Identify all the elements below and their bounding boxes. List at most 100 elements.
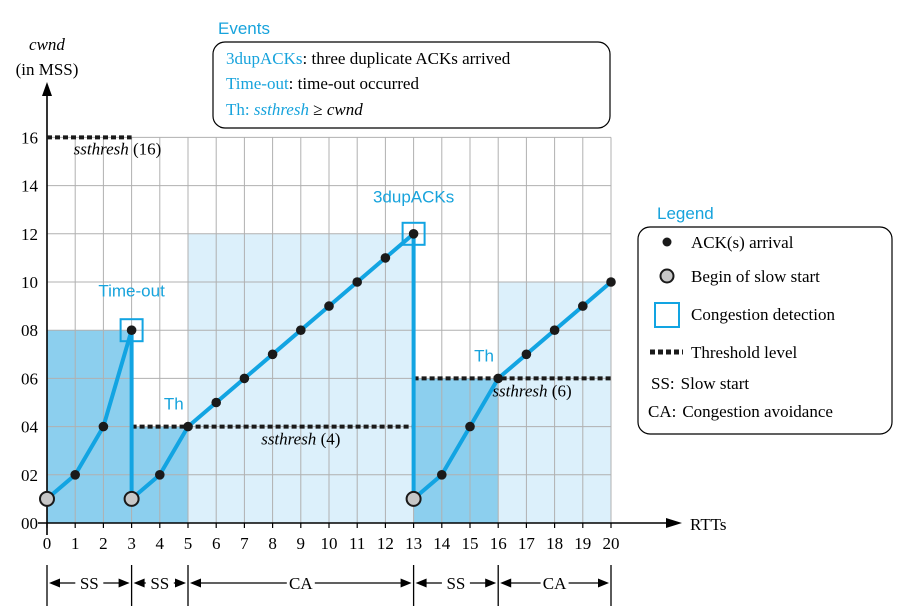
x-tick-label-11: 11: [349, 534, 365, 553]
y-tick-label-12: 12: [21, 225, 38, 244]
legend-label-ack: ACK(s) arrival: [691, 233, 794, 252]
x-axis-arrow: [666, 518, 682, 528]
phase-label-bg-1: [145, 571, 174, 591]
x-tick-label-6: 6: [212, 534, 221, 553]
ack-point-3: [183, 421, 193, 432]
cwnd-line-4: [411, 280, 613, 501]
events-item-th: Th: ssthresh ≥ cwnd: [226, 100, 363, 119]
annotation-6: Th: [474, 347, 494, 366]
phase-arrow-left-3: [415, 578, 427, 588]
annotation-0: ssthresh (16): [74, 139, 162, 158]
phase-arrow-right-4: [598, 578, 609, 588]
axes: [38, 82, 682, 535]
congestion-point-0: [126, 325, 137, 336]
events-text-timeout: : time-out occurred: [289, 74, 420, 93]
legend-key-ss: SS:: [651, 374, 675, 393]
ack-point-1: [98, 421, 109, 432]
phase-arrow-left-1: [133, 578, 145, 588]
y-tick-label-08: 08: [21, 321, 38, 340]
phase-arrow-right-0: [118, 578, 130, 588]
ack-point-2: [155, 470, 165, 480]
annotation-2: ssthresh (6): [492, 381, 571, 400]
x-tick-label-12: 12: [377, 534, 394, 553]
x-tick-label-1: 1: [71, 534, 80, 553]
events-title: Events: [218, 19, 270, 38]
x-tick-label-17: 17: [518, 534, 536, 553]
phase-label-bg-3: [441, 571, 470, 591]
x-tick-label-10: 10: [321, 534, 338, 553]
x-tick-label-18: 18: [546, 534, 563, 553]
ack-point-13: [493, 373, 504, 384]
slow-start-point-1: [123, 490, 140, 507]
congestion-marker-1: [401, 221, 426, 246]
ack-point-16: [578, 301, 588, 311]
markers: [39, 221, 616, 507]
threshold-lines: [47, 135, 611, 429]
x-tick-label-20: 20: [603, 534, 620, 553]
x-tick-label-2: 2: [99, 534, 108, 553]
ack-point-4: [211, 397, 221, 408]
y-tick-label-02: 02: [21, 466, 38, 485]
x-tick-label-3: 3: [127, 534, 136, 553]
phase-label-0: SS: [80, 574, 99, 593]
y-tick-label-00: 00: [21, 514, 38, 533]
x-tick-label-16: 16: [490, 534, 507, 553]
legend-label-slow-start: Begin of slow start: [691, 267, 820, 286]
ack-point-9: [352, 277, 363, 287]
ack-point-14: [521, 349, 532, 360]
ack-point-6: [267, 349, 278, 360]
annotations: ssthresh (16)ssthresh (4)ssthresh (6)Tim…: [74, 139, 572, 448]
y-tick-label-06: 06: [21, 369, 38, 388]
ack-point-10: [380, 253, 391, 263]
annotation-2-suffix: (6): [548, 381, 572, 400]
annotation-3: Time-out: [98, 281, 165, 300]
events-italic-cwnd: cwnd: [327, 100, 363, 119]
ack-point-11: [437, 470, 447, 480]
annotation-1-italic: ssthresh: [261, 430, 316, 449]
annotation-1: ssthresh (4): [261, 430, 340, 449]
legend-item-ss: SS: Slow start: [651, 374, 749, 393]
congestion-point-1: [408, 229, 419, 239]
x-tick-label-4: 4: [156, 534, 165, 553]
annotation-4: 3dupACKs: [373, 187, 454, 206]
annotation-0-suffix: (16): [129, 139, 162, 158]
x-tick-label-9: 9: [297, 534, 306, 553]
ack-point-12: [465, 421, 475, 432]
legend-label-ca: Congestion avoidance: [682, 402, 833, 421]
ack-point-7: [296, 325, 306, 336]
y-tick-label-10: 10: [21, 273, 38, 292]
phase-label-3: SS: [446, 574, 465, 593]
phase-brackets: SS SS CA SS CA: [46, 565, 612, 606]
legend-congestion-icon: [654, 302, 680, 328]
events-item-timeout: Time-out: time-out occurred: [226, 74, 419, 93]
x-tick-label-5: 5: [184, 534, 193, 553]
legend-box: Legend ACK(s) arrival Begin of slow star…: [637, 204, 893, 435]
legend-ack-dot-icon: [662, 237, 672, 247]
phase-arrow-right-1: [175, 578, 186, 588]
y-axis-label-line1: cwnd: [29, 35, 65, 54]
phase-arrow-left-2: [190, 578, 201, 588]
annotation-5: Th: [164, 395, 184, 414]
legend-label-threshold: Threshold level: [691, 343, 797, 362]
events-item-3dupacks: 3dupACKs: three duplicate ACKs arrived: [226, 49, 511, 68]
legend-slow-start-icon: [659, 268, 675, 284]
x-axis-label: RTTs: [690, 515, 727, 534]
events-text-th: ≥: [309, 100, 327, 119]
x-tick-label-0: 0: [43, 534, 52, 553]
annotation-0-italic: ssthresh: [74, 139, 129, 158]
annotation-1-suffix: (4): [316, 430, 340, 449]
ack-point-17: [606, 277, 616, 287]
events-box: Events 3dupACKs: three duplicate ACKs ar…: [212, 19, 611, 129]
x-tick-label-19: 19: [574, 534, 591, 553]
y-tick-label-14: 14: [21, 177, 39, 196]
x-tick-label-15: 15: [462, 534, 479, 553]
events-text-3dupacks: : three duplicate ACKs arrived: [303, 49, 511, 68]
events-key-timeout: Time-out: [226, 74, 289, 93]
legend-title: Legend: [657, 204, 714, 223]
y-tick-label-04: 04: [21, 418, 39, 437]
legend-item-ca: CA: Congestion avoidance: [648, 402, 833, 421]
tick-labels: 0 1 2 3 4 5 6 7 8 9 10 11 12 13 14 15 16 17 18 19 2000020406…: [21, 128, 620, 553]
ack-point-8: [324, 301, 334, 311]
x-tick-label-7: 7: [240, 534, 249, 553]
ack-point-5: [239, 373, 250, 384]
